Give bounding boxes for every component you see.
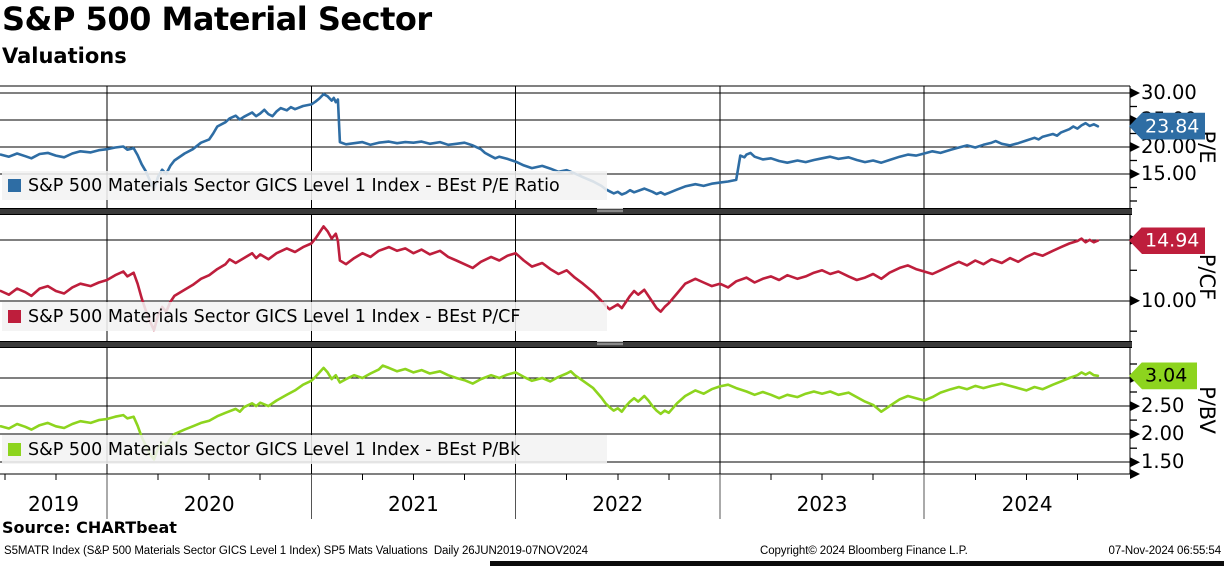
y-tick-label: 30.00	[1141, 81, 1197, 105]
legend-pcf[interactable]: S&P 500 Materials Sector GICS Level 1 In…	[2, 302, 607, 331]
y-tick-label: 2.50	[1141, 394, 1185, 418]
bottom-window-edge	[490, 561, 1224, 566]
legend-swatch-pbv-icon	[8, 443, 21, 456]
axis-title-pcf: P/CF	[1195, 253, 1219, 301]
y-tick-label: 10.00	[1141, 288, 1197, 312]
panel-splitter-1[interactable]	[0, 208, 1132, 215]
last-value-badge-pcf: 14.94	[1129, 227, 1206, 255]
legend-label-pe: S&P 500 Materials Sector GICS Level 1 In…	[28, 175, 560, 196]
footer-datetime: 07-Nov-2024 06:55:54	[1108, 545, 1222, 557]
legend-swatch-pe-icon	[8, 179, 21, 192]
y-tick-label: 1.50	[1141, 450, 1185, 474]
y-tick-label: 2.00	[1141, 422, 1185, 446]
y-tick-label: 20.00	[1141, 135, 1197, 159]
legend-pbv[interactable]: S&P 500 Materials Sector GICS Level 1 In…	[2, 435, 607, 464]
y-tick-label: 15.00	[1141, 162, 1197, 186]
x-tick-label-2019: 2019	[28, 492, 79, 516]
source-line: Source: CHARTbeat	[2, 518, 177, 537]
splitter-grip-icon[interactable]	[597, 341, 623, 346]
legend-swatch-pcf-icon	[8, 310, 21, 323]
axis-title-pbv: P/BV	[1195, 386, 1219, 434]
x-tick-label-2021: 2021	[387, 492, 439, 516]
x-tick-label-2024: 2024	[1001, 492, 1053, 516]
x-tick-label-2023: 2023	[796, 492, 848, 516]
legend-pe[interactable]: S&P 500 Materials Sector GICS Level 1 In…	[2, 171, 607, 200]
x-tick-label-2020: 2020	[183, 492, 235, 516]
footer-copyright: Copyright© 2024 Bloomberg Finance L.P.	[760, 545, 968, 557]
footer-ticker-info: S5MATR Index (S&P 500 Materials Sector G…	[4, 545, 588, 557]
legend-label-pbv: S&P 500 Materials Sector GICS Level 1 In…	[28, 439, 521, 460]
last-value-badge-pe: 23.84	[1129, 112, 1206, 140]
page-title: S&P 500 Material Sector	[2, 0, 432, 38]
page-subtitle: Valuations	[2, 44, 127, 68]
x-tick-label-2022: 2022	[592, 492, 644, 516]
legend-label-pcf: S&P 500 Materials Sector GICS Level 1 In…	[28, 306, 521, 327]
last-value-badge-pbv: 3.04	[1129, 362, 1197, 390]
splitter-grip-icon[interactable]	[597, 208, 623, 213]
panel-splitter-2[interactable]	[0, 341, 1132, 348]
